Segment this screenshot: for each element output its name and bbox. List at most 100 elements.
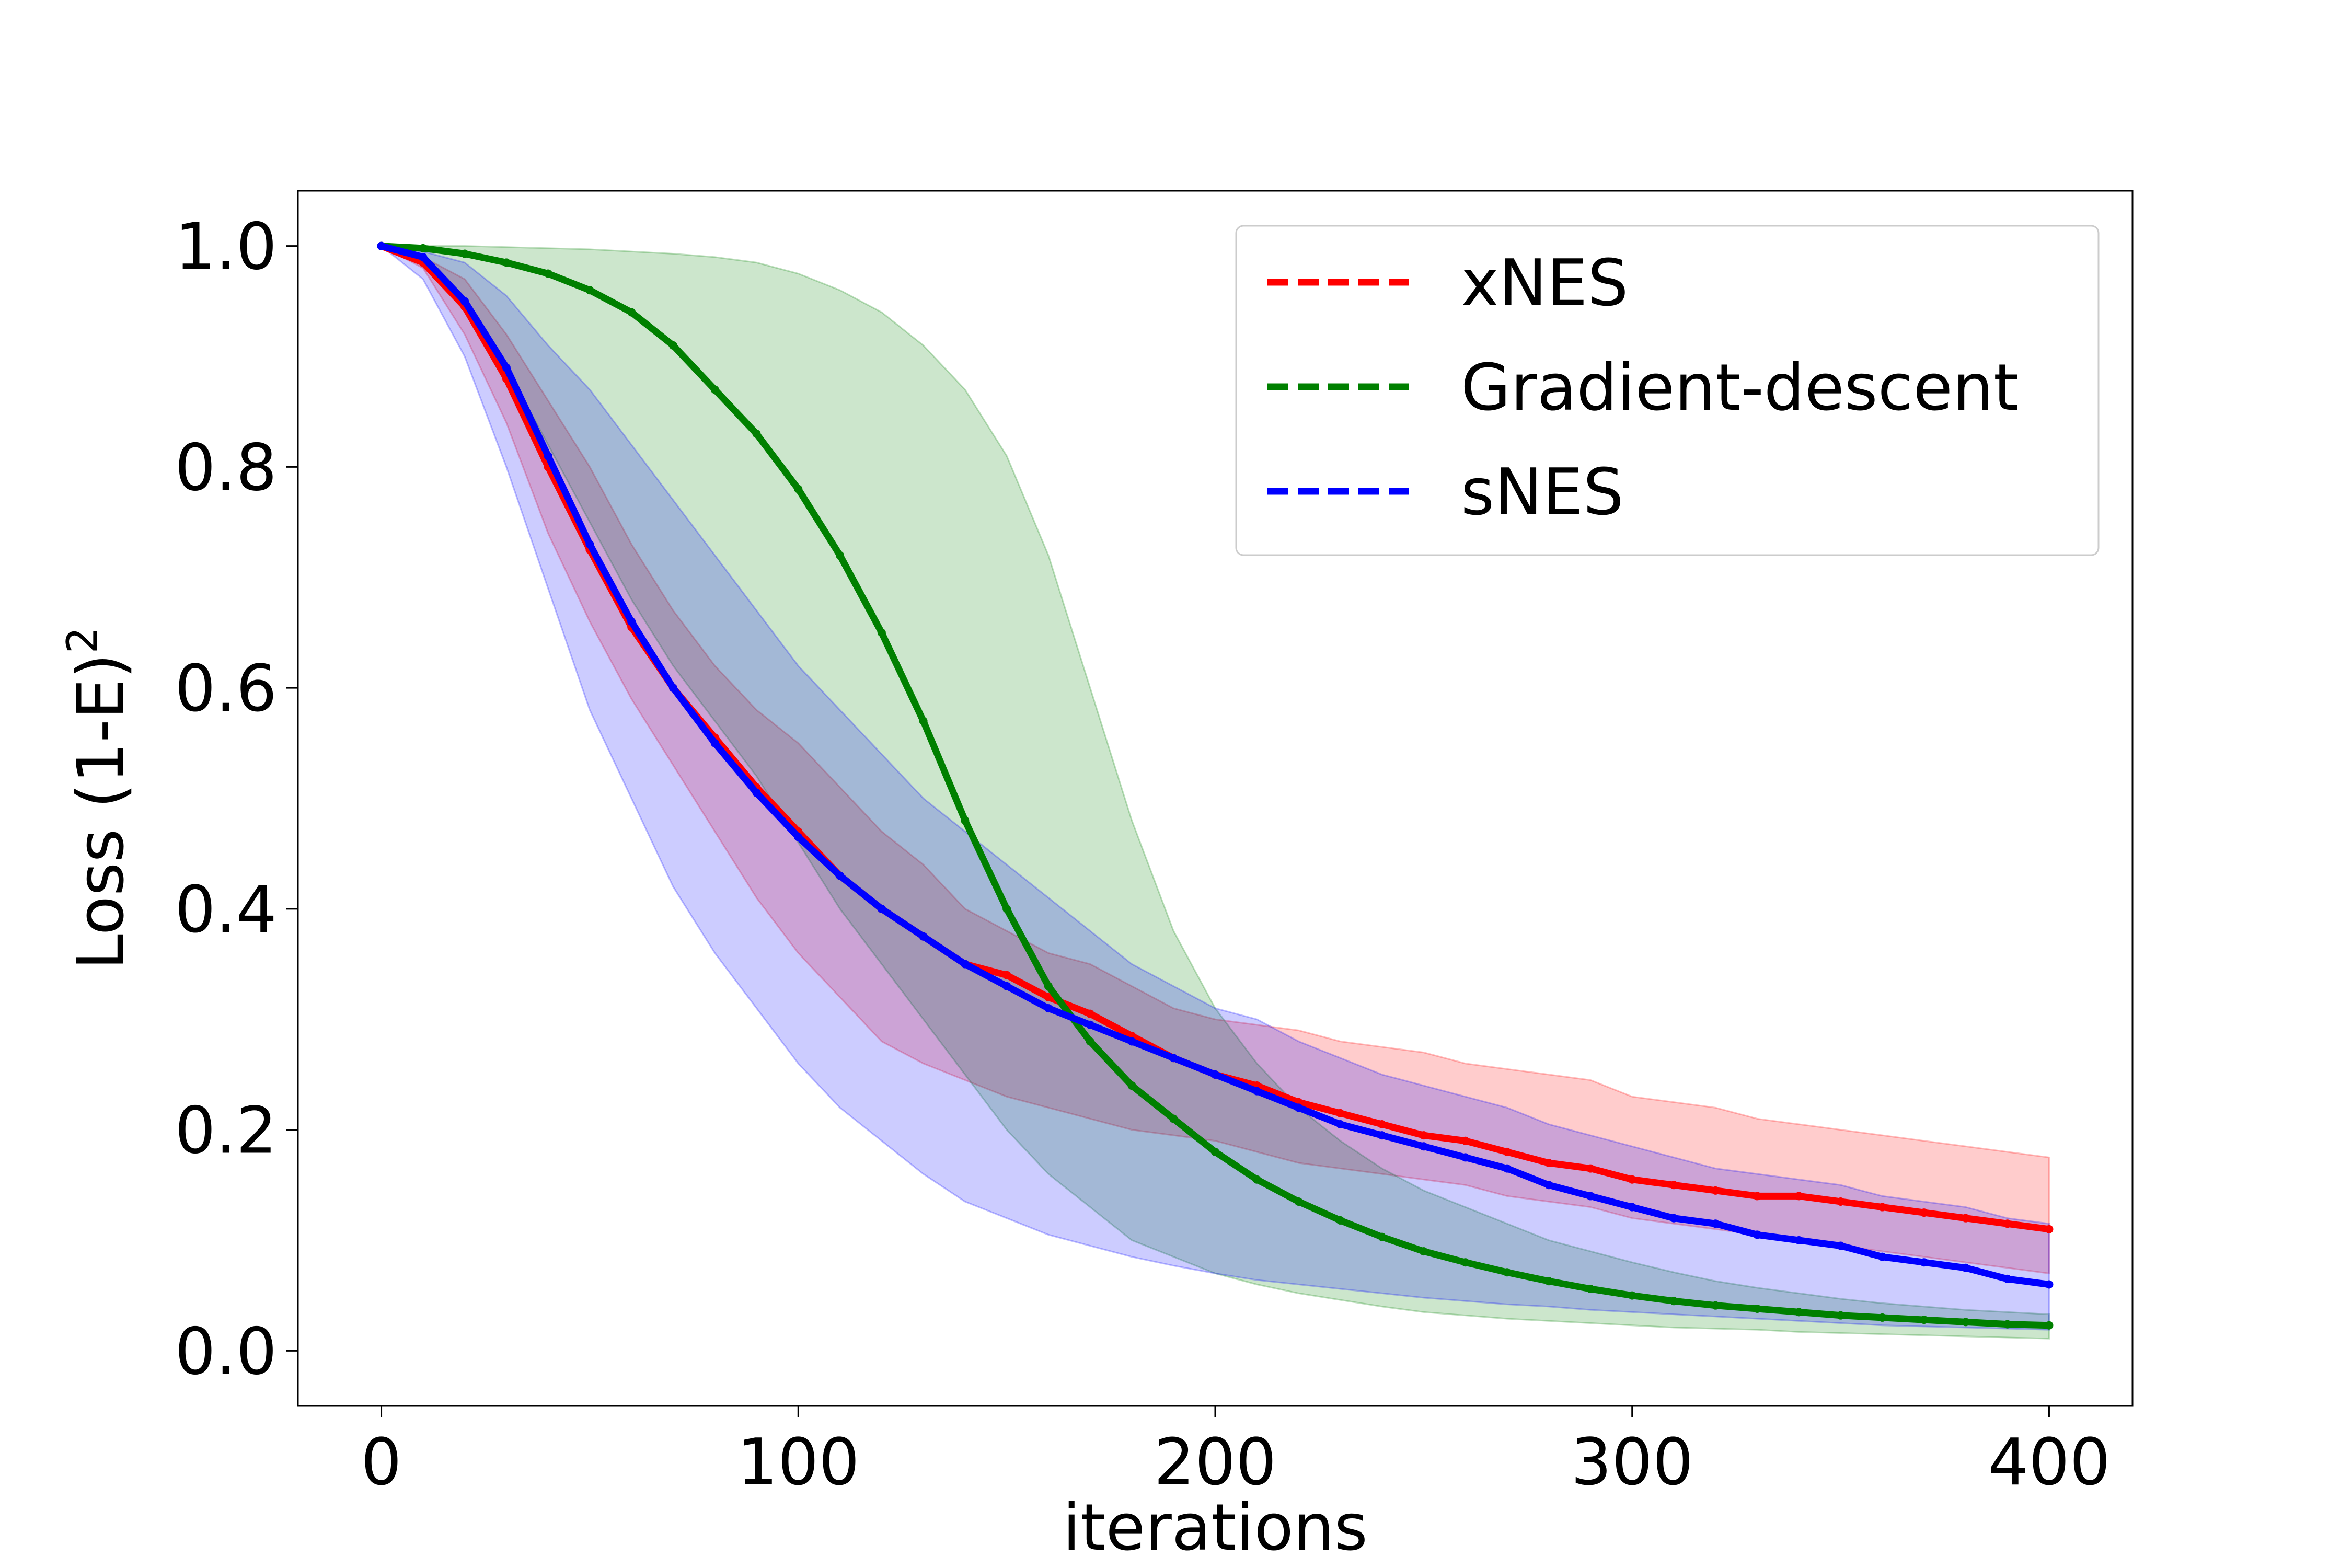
data-point-snes [544, 452, 552, 460]
data-point-snes [1836, 1241, 1845, 1250]
data-point-xnes [1086, 1009, 1094, 1018]
data-point-gradient-descent [1252, 1175, 1261, 1184]
data-point-xnes [1920, 1208, 1929, 1217]
data-point-gradient-descent [2045, 1321, 2054, 1330]
data-point-snes [1711, 1219, 1720, 1228]
data-point-xnes [1002, 971, 1011, 979]
y-tick-label: 0.8 [175, 431, 277, 505]
data-point-gradient-descent [961, 816, 970, 825]
data-point-gradient-descent [1336, 1216, 1345, 1225]
data-point-gradient-descent [2003, 1320, 2012, 1329]
data-point-gradient-descent [460, 249, 469, 258]
data-point-snes [1586, 1192, 1595, 1201]
y-tick-label: 0.6 [175, 652, 277, 727]
data-point-xnes [1336, 1109, 1345, 1117]
data-point-gradient-descent [502, 258, 511, 267]
data-point-snes [2003, 1274, 2012, 1283]
data-point-xnes [2045, 1225, 2054, 1233]
y-axis-label-main: Loss (1-E) [64, 653, 139, 970]
data-point-gradient-descent [1586, 1284, 1595, 1293]
legend-label-gradient-descent: Gradient-descent [1461, 351, 2019, 425]
data-point-gradient-descent [1127, 1081, 1136, 1090]
data-point-xnes [1378, 1120, 1387, 1129]
data-point-gradient-descent [1294, 1197, 1303, 1206]
data-point-snes [1378, 1131, 1387, 1140]
data-point-snes [1044, 1004, 1053, 1013]
legend: xNES Gradient-descent sNES [1235, 225, 2100, 556]
data-point-snes [710, 739, 719, 747]
data-point-xnes [1836, 1197, 1845, 1206]
data-point-gradient-descent [585, 286, 594, 295]
y-axis-label: Loss (1-E)2 [58, 627, 139, 970]
data-point-xnes [1044, 993, 1053, 1001]
data-point-snes [1503, 1164, 1512, 1173]
data-point-snes [1252, 1087, 1261, 1096]
data-point-xnes [2003, 1219, 2012, 1228]
points-snes [377, 241, 2054, 1289]
data-point-snes [2045, 1280, 2054, 1289]
series-lines [377, 241, 2054, 1330]
data-point-xnes [1961, 1214, 1970, 1223]
data-point-xnes [1586, 1164, 1595, 1173]
data-point-gradient-descent [1836, 1311, 1845, 1320]
data-point-gradient-descent [1044, 982, 1053, 990]
data-point-gradient-descent [1503, 1268, 1512, 1277]
data-point-snes [836, 871, 845, 880]
y-tick-label: 1.0 [175, 210, 277, 285]
data-point-snes [377, 241, 386, 250]
data-point-snes [1461, 1153, 1470, 1162]
data-point-gradient-descent [1920, 1316, 1929, 1324]
data-point-snes [585, 540, 594, 549]
data-point-gradient-descent [1753, 1305, 1762, 1313]
data-point-gradient-descent [1461, 1258, 1470, 1267]
data-point-xnes [1878, 1203, 1887, 1212]
data-point-gradient-descent [1086, 1037, 1094, 1046]
points-gradient-descent [377, 241, 2054, 1330]
x-tick-label: 300 [1571, 1425, 1693, 1500]
x-axis-label: iterations [1063, 1491, 1368, 1565]
data-point-gradient-descent [1419, 1247, 1428, 1256]
data-point-snes [1127, 1037, 1136, 1046]
legend-box [1235, 225, 2100, 556]
data-point-gradient-descent [877, 628, 886, 637]
data-point-snes [752, 788, 761, 797]
data-point-gradient-descent [1544, 1277, 1553, 1286]
data-point-snes [502, 363, 511, 372]
data-point-snes [919, 932, 928, 941]
data-point-snes [1086, 1020, 1094, 1029]
data-point-xnes [1628, 1175, 1636, 1184]
data-point-gradient-descent [1794, 1308, 1803, 1317]
data-point-gradient-descent [668, 341, 677, 350]
x-axis-ticks: 0 100 200 300 400 [361, 1406, 2111, 1500]
data-point-snes [1544, 1181, 1553, 1190]
data-point-snes [1419, 1142, 1428, 1151]
data-point-xnes [1503, 1147, 1512, 1156]
data-point-snes [794, 833, 803, 841]
data-point-gradient-descent [1378, 1232, 1387, 1241]
data-point-gradient-descent [752, 430, 761, 438]
data-point-xnes [1544, 1159, 1553, 1167]
data-point-gradient-descent [836, 551, 845, 560]
data-point-gradient-descent [919, 717, 928, 725]
data-point-snes [1878, 1252, 1887, 1261]
data-point-snes [1961, 1263, 1970, 1272]
data-point-snes [1336, 1120, 1345, 1129]
data-point-gradient-descent [1711, 1301, 1720, 1310]
data-point-xnes [1711, 1186, 1720, 1195]
data-point-xnes [1794, 1192, 1803, 1201]
data-point-snes [961, 960, 970, 969]
data-point-snes [668, 684, 677, 693]
data-point-snes [1211, 1070, 1219, 1079]
data-point-snes [419, 252, 428, 261]
data-point-snes [1753, 1230, 1762, 1239]
data-point-gradient-descent [1169, 1114, 1178, 1123]
data-point-gradient-descent [419, 244, 428, 252]
band-xnes [381, 245, 2050, 1275]
y-tick-label: 0.4 [175, 873, 277, 948]
data-point-snes [877, 904, 886, 913]
data-point-gradient-descent [1628, 1291, 1636, 1300]
confidence-bands [378, 245, 2050, 1340]
legend-label-xnes: xNES [1461, 246, 1629, 321]
data-point-snes [1169, 1054, 1178, 1063]
data-point-xnes [1419, 1131, 1428, 1140]
